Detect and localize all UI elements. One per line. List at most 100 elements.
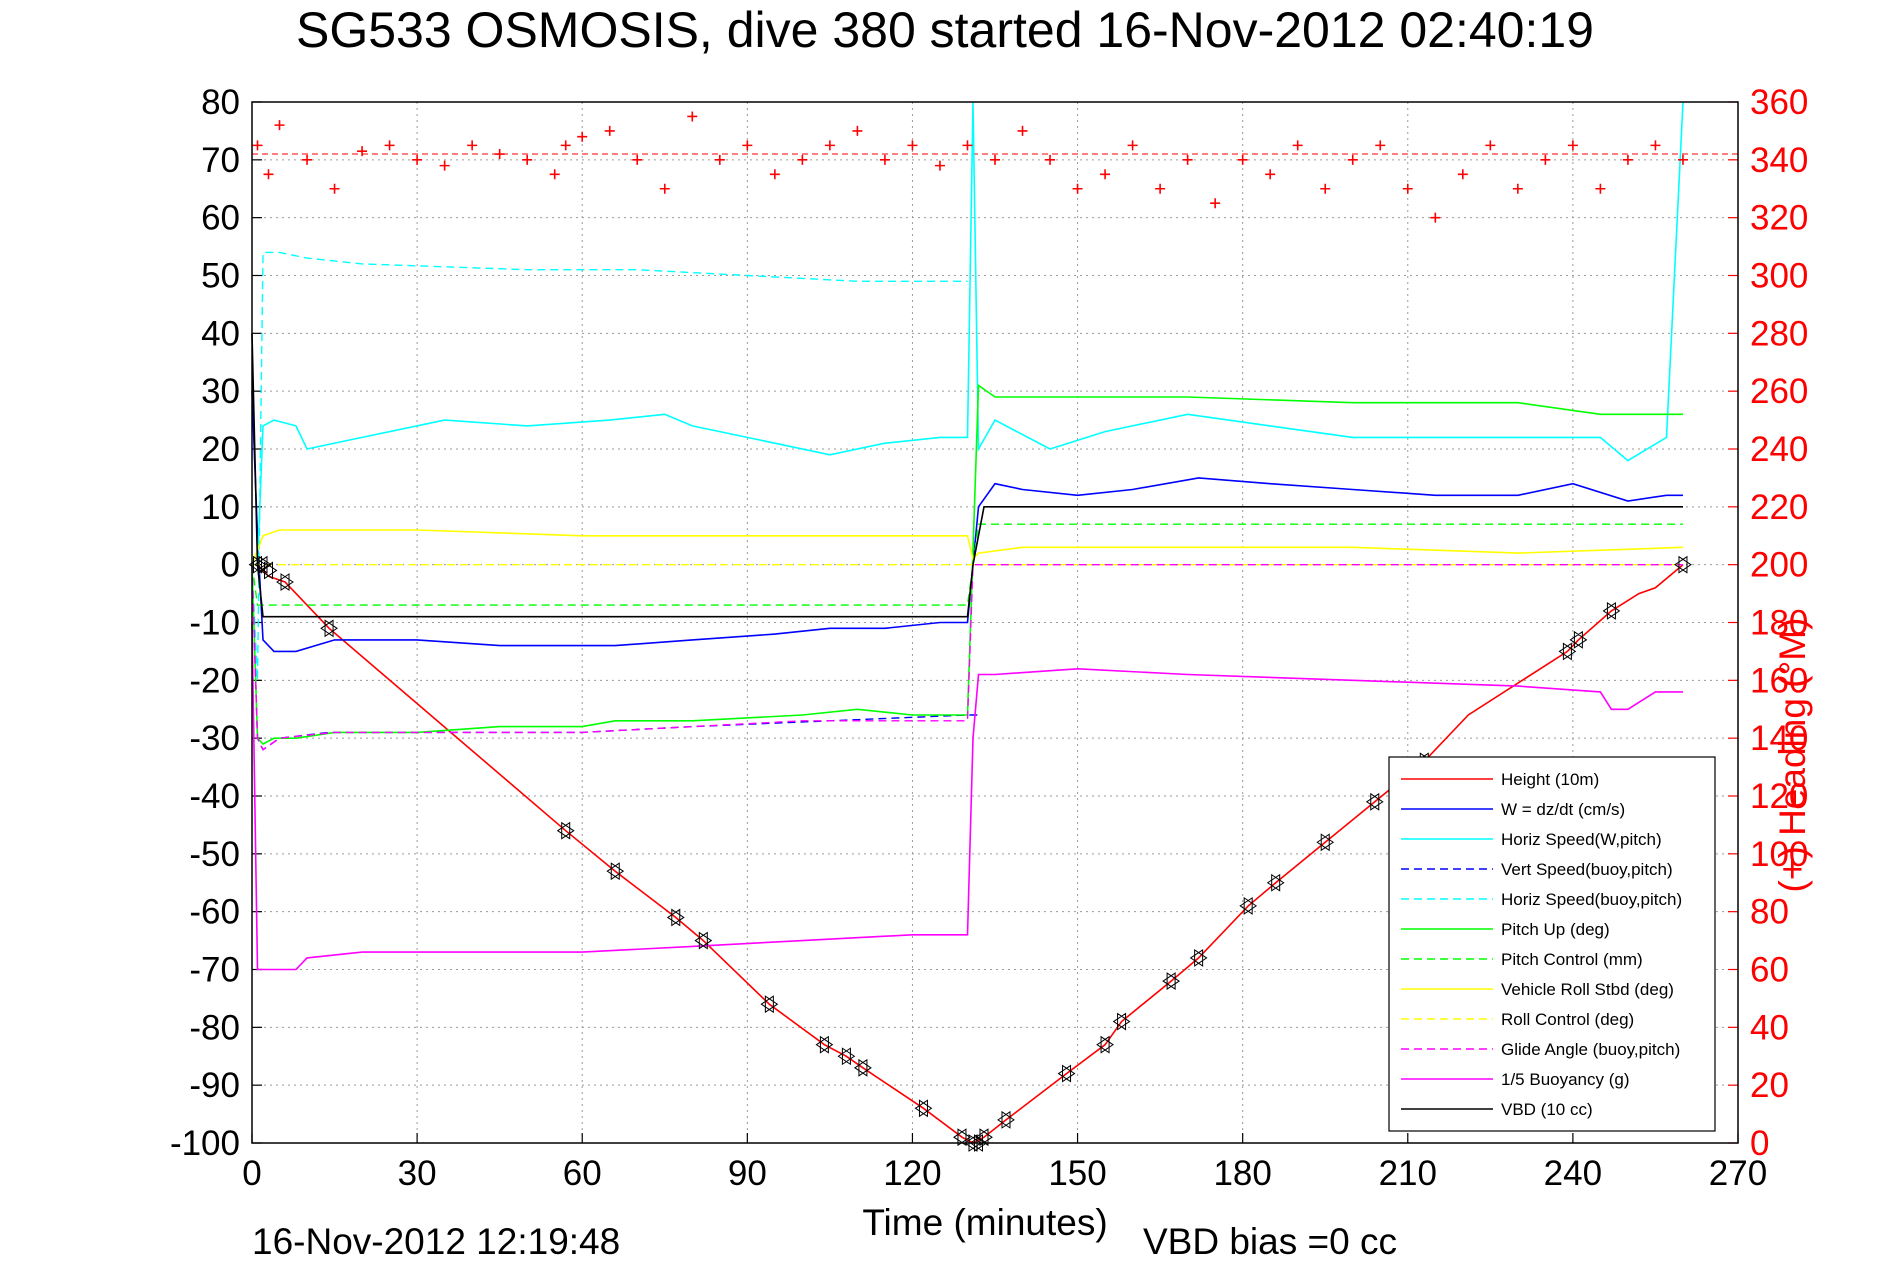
y-tick-label: -80 xyxy=(189,1008,240,1047)
y-right-tick-label: 180 xyxy=(1750,604,1808,643)
heading-point xyxy=(1127,140,1138,151)
heading-point xyxy=(797,154,808,165)
height-sample-marker xyxy=(997,1110,1015,1129)
series-vert-speed-buoy-pitch xyxy=(251,564,979,751)
y-tick-label: -40 xyxy=(189,777,240,816)
y-right-tick-label: 340 xyxy=(1750,141,1808,180)
heading-point xyxy=(1265,169,1276,180)
heading-point xyxy=(1567,140,1578,151)
x-tick-label: 90 xyxy=(728,1154,767,1193)
x-tick-labels: 0 30 60 90 120 150 180 210 240 270 xyxy=(242,1154,1767,1193)
series-pitch-up-deg xyxy=(251,383,1683,745)
series-vehicle-roll-stbd-deg xyxy=(251,529,1684,565)
heading-point xyxy=(1540,154,1551,165)
series-heading-m xyxy=(252,111,1688,223)
heading-point xyxy=(687,111,698,122)
legend-box xyxy=(1388,756,1716,1132)
heading-point xyxy=(1347,154,1358,165)
plot-title: SG533 OSMOSIS, dive 380 started 16-Nov-2… xyxy=(296,2,1594,58)
height-sample-marker xyxy=(320,619,338,638)
heading-point xyxy=(742,140,753,151)
heading-point xyxy=(1677,154,1688,165)
height-sample-marker xyxy=(1674,555,1692,574)
y-tick-label: -90 xyxy=(189,1066,240,1105)
y-right-tick-label: 260 xyxy=(1750,372,1808,411)
y-right-tick-label: 220 xyxy=(1750,488,1808,527)
heading-point xyxy=(1595,183,1606,194)
legend-label: VBD (10 cc) xyxy=(1501,1100,1593,1119)
legend-label: Pitch Up (deg) xyxy=(1501,920,1610,939)
heading-point xyxy=(1375,140,1386,151)
y-right-tick-label: 160 xyxy=(1750,661,1808,700)
series-height-10m xyxy=(252,563,1684,1144)
heading-point xyxy=(769,169,780,180)
y-tick-label: 80 xyxy=(201,83,240,122)
height-sample-marker xyxy=(556,821,575,840)
y-tick-label: -20 xyxy=(189,661,240,700)
heading-point xyxy=(962,140,973,151)
heading-point xyxy=(632,154,643,165)
heading-point xyxy=(302,154,313,165)
legend-label: Horiz Speed(W,pitch) xyxy=(1501,830,1662,849)
legend-label: Vert Speed(buoy,pitch) xyxy=(1501,860,1673,879)
height-sample-marker xyxy=(1096,1035,1114,1054)
y-right-tick-label: 40 xyxy=(1750,1008,1789,1047)
heading-point xyxy=(1512,183,1523,194)
height-sample-marker xyxy=(606,862,625,881)
heading-point xyxy=(439,160,450,171)
height-sample-marker xyxy=(1239,896,1258,915)
height-sample-marker xyxy=(259,561,278,580)
y-right-axis-label: (+) Heading (°M) xyxy=(1772,618,1813,893)
y-tick-label: 70 xyxy=(201,141,240,180)
x-tick-label: 270 xyxy=(1709,1154,1767,1193)
heading-point xyxy=(252,140,263,151)
y-tick-label: 60 xyxy=(201,199,240,238)
height-sample-marker xyxy=(1569,630,1588,649)
heading-point xyxy=(549,169,560,180)
legend-label: W = dz/dt (cm/s) xyxy=(1501,800,1625,819)
heading-point xyxy=(494,149,505,160)
x-tick-label: 0 xyxy=(242,1154,261,1193)
y-right-tick-label: 360 xyxy=(1750,83,1808,122)
height-sample-marker xyxy=(1189,948,1208,967)
heading-point xyxy=(1622,154,1633,165)
heading-point xyxy=(1045,154,1056,165)
heading-point xyxy=(467,140,478,151)
legend-label: Vehicle Roll Stbd (deg) xyxy=(1501,980,1674,999)
height-sample-marker xyxy=(1057,1064,1076,1083)
y-right-tick-labels: 0 20 40 60 80 100 120 140 160 180 200 220 240 260 280 3… xyxy=(1750,83,1808,1163)
height-sample-marker xyxy=(914,1099,933,1118)
heading-point xyxy=(412,154,423,165)
height-sample-marker xyxy=(837,1047,856,1066)
series-horiz-speed-w-pitch xyxy=(252,101,1684,566)
y-right-tick-label: 20 xyxy=(1750,1066,1789,1105)
heading-point xyxy=(560,140,571,151)
x-axis-label: Time (minutes) xyxy=(862,1202,1107,1243)
height-sample-marker xyxy=(854,1058,872,1077)
legend-label: 1/5 Buoyancy (g) xyxy=(1501,1070,1630,1089)
legend: Height (10m) W = dz/dt (cm/s) Horiz Speed(… xyxy=(1388,756,1716,1132)
y-tick-label: -70 xyxy=(189,951,240,990)
series-w-dz-dt-cm-s xyxy=(251,391,1683,653)
y-tick-label: 30 xyxy=(201,372,240,411)
y-right-tick-label: 300 xyxy=(1750,257,1808,296)
x-tick-label: 150 xyxy=(1048,1154,1106,1193)
height-sample-marker xyxy=(1602,601,1621,620)
heading-point xyxy=(659,183,670,194)
heading-point xyxy=(1320,183,1331,194)
height-sample-marker xyxy=(1112,1012,1131,1031)
y-right-tick-label: 280 xyxy=(1750,314,1808,353)
height-sample-marker xyxy=(1162,972,1181,991)
x-tick-label: 120 xyxy=(883,1154,941,1193)
y-right-tick-label: 80 xyxy=(1750,893,1789,932)
heading-point xyxy=(852,125,863,136)
footer-timestamp: 16-Nov-2012 12:19:48 xyxy=(252,1221,620,1262)
x-tick-label: 240 xyxy=(1544,1154,1602,1193)
heading-point xyxy=(1017,125,1028,136)
legend-label: Glide Angle (buoy,pitch) xyxy=(1501,1040,1680,1059)
legend-label: Roll Control (deg) xyxy=(1501,1010,1634,1029)
y-tick-label: 50 xyxy=(201,257,240,296)
x-tick-label: 60 xyxy=(563,1154,602,1193)
height-sample-marker xyxy=(953,1128,971,1147)
heading-point xyxy=(879,154,890,165)
